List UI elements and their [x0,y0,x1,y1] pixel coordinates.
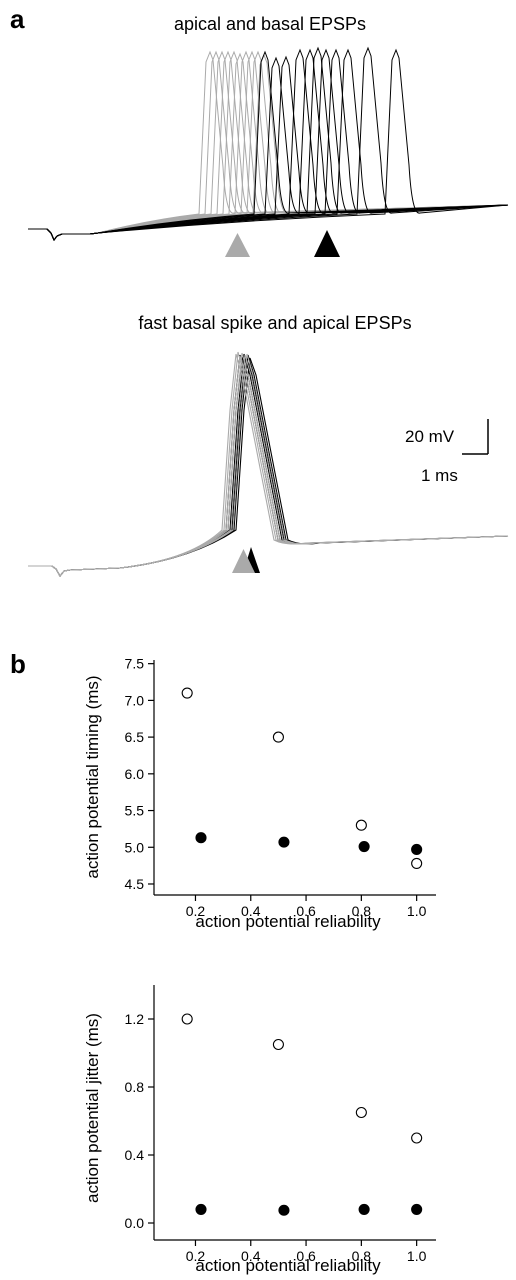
y-tick-label: 5.0 [125,839,145,855]
y-tick-label: 0.8 [125,1079,145,1095]
top-voltage-traces [28,46,509,241]
timing-x-label: action potential reliability [195,912,381,931]
timing-ticks: 0.2 0.4 0.6 0.8 1.0 4.5 5.0 5.5 6.0 6.5 7.0 7.5 [125,656,427,919]
scale-time-label: 1 ms [421,466,458,485]
x-tick-label: 0.6 [296,1248,316,1264]
filled-circle-point [358,1203,370,1215]
y-tick-label: 6.0 [125,766,145,782]
bottom-trace-title: fast basal spike and apical EPSPs [138,313,411,333]
y-tick-label: 7.0 [125,692,145,708]
y-tick-label: 6.5 [125,729,145,745]
jitter-y-label: action potential jitter (ms) [83,1013,102,1203]
open-circle-point [355,1106,367,1119]
x-tick-label: 0.4 [241,1248,261,1264]
scale-voltage-label: 20 mV [405,427,455,446]
x-tick-label: 0.6 [296,903,316,919]
scale-bar: 20 mV 1 ms [405,419,489,485]
filled-circle-point [358,840,370,853]
y-tick-label: 7.5 [125,656,145,672]
x-tick-label: 0.4 [241,903,261,919]
open-circle-point [181,687,193,699]
timing-chart: 0.2 0.4 0.6 0.8 1.0 4.5 5.0 5.5 6.0 6.5 7.0 7.5 act… [83,656,436,931]
jitter-points [181,1013,423,1216]
filled-circle-point [278,1204,290,1216]
apical-spike-marker [232,549,255,573]
x-tick-label: 0.8 [352,903,372,919]
open-circle-point [355,819,367,831]
jitter-x-label: action potential reliability [195,1256,381,1275]
open-circle-point [272,731,284,743]
filled-circle-point [411,843,423,856]
open-circle-point [411,1132,423,1144]
filled-circle-point [195,832,207,844]
filled-circle-point [195,1203,207,1215]
y-tick-label: 0.4 [125,1147,145,1163]
bottom-voltage-traces [28,351,509,577]
jitter-chart: 0.2 0.4 0.6 0.8 1.0 0.0 0.4 0.8 1.2 action poten… [83,985,436,1275]
timing-points [181,687,423,869]
top-trace-title: apical and basal EPSPs [174,14,366,34]
panel-a-letter: a [10,4,25,34]
panel-b-letter: b [10,649,26,679]
y-tick-label: 4.5 [125,876,145,892]
x-tick-label: 1.0 [407,903,427,919]
basal-stimulus-arrow [314,230,340,257]
open-circle-point [411,857,423,869]
filled-circle-point [411,1203,423,1215]
x-tick-label: 0.8 [352,1248,372,1264]
x-tick-label: 0.2 [186,903,206,919]
jitter-ticks: 0.2 0.4 0.6 0.8 1.0 0.0 0.4 0.8 1.2 [125,1011,427,1264]
apical-trace [28,353,509,577]
filled-circle-point [278,836,290,848]
timing-y-label: action potential timing (ms) [83,675,102,878]
y-tick-label: 0.0 [125,1215,145,1231]
open-circle-point [181,1013,193,1025]
x-tick-label: 1.0 [407,1248,427,1264]
y-tick-label: 1.2 [125,1011,145,1027]
apical-stimulus-arrow [225,233,250,257]
basal-trace [28,48,509,241]
y-tick-label: 5.5 [125,803,145,819]
x-tick-label: 0.2 [186,1248,206,1264]
open-circle-point [272,1038,284,1051]
